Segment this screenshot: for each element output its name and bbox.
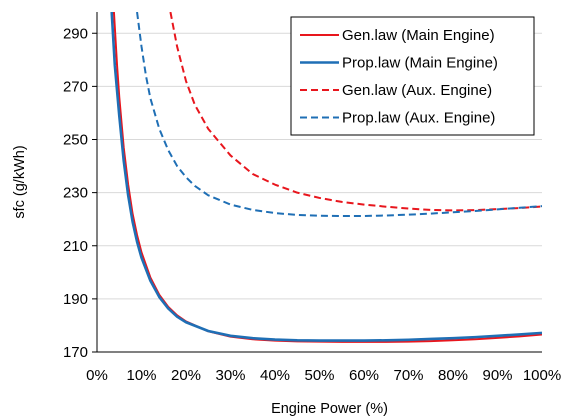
legend-label: Prop.law (Aux. Engine) bbox=[342, 110, 495, 127]
legend-label: Gen.law (Main Engine) bbox=[342, 27, 495, 44]
y-axis-label: sfc (g/kWh) bbox=[12, 145, 28, 218]
legend-label: Gen.law (Aux. Engine) bbox=[342, 82, 492, 99]
x-tick-label: 20% bbox=[171, 367, 201, 384]
x-tick-label: 40% bbox=[260, 367, 290, 384]
series-line-3 bbox=[169, 12, 542, 212]
y-tick-label: 290 bbox=[63, 25, 88, 42]
legend: Gen.law (Main Engine) Prop.law (Main Engi… bbox=[290, 16, 535, 136]
x-tick-label: 70% bbox=[393, 367, 423, 384]
x-tick-label: 50% bbox=[304, 367, 334, 384]
y-tick-label: 270 bbox=[63, 78, 88, 95]
plot-area bbox=[110, 12, 542, 343]
series-line-4 bbox=[136, 12, 542, 217]
x-tick-label: 60% bbox=[349, 367, 379, 384]
x-tick-label: 0% bbox=[86, 367, 108, 384]
axes bbox=[92, 12, 542, 353]
x-tick-label: 10% bbox=[126, 367, 156, 384]
x-tick-label: 80% bbox=[438, 367, 468, 384]
series-line-2 bbox=[110, 12, 542, 342]
y-tick-label: 190 bbox=[63, 291, 88, 308]
legend-label: Prop.law (Main Engine) bbox=[342, 55, 498, 72]
x-tick-label: 90% bbox=[482, 367, 512, 384]
y-tick-label: 230 bbox=[63, 185, 88, 202]
y-tick-label: 210 bbox=[63, 238, 88, 255]
y-tick-label: 250 bbox=[63, 132, 88, 149]
y-tick-label: 170 bbox=[63, 344, 88, 361]
x-axis-label: Engine Power (%) bbox=[271, 401, 388, 417]
x-tick-label: 30% bbox=[215, 367, 245, 384]
x-tick-label: 100% bbox=[523, 367, 561, 384]
tick-labels: 170 190 210 230 250 270 290 0% 10% 20% 30% 40% 50% 60… bbox=[63, 25, 561, 384]
legend-box bbox=[290, 16, 535, 136]
